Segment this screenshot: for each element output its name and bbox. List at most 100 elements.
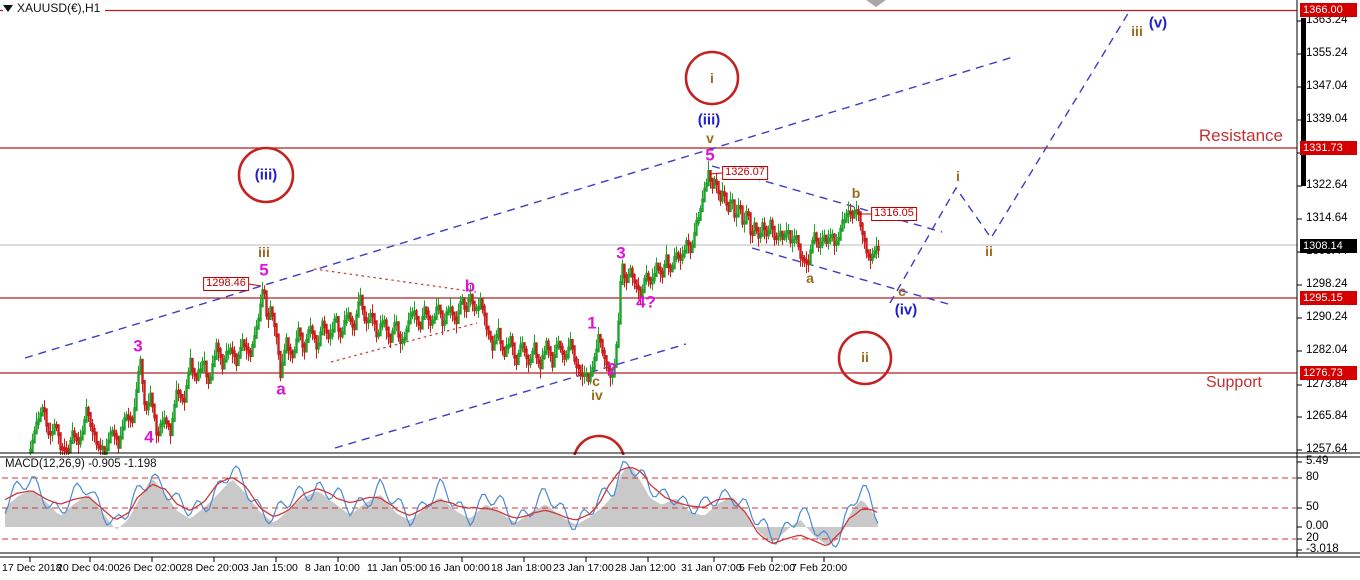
candle-body (177, 389, 180, 395)
candle-body (417, 315, 420, 326)
candle-body (611, 373, 614, 378)
price-tag-pointer (709, 172, 723, 175)
candle-body (603, 349, 606, 360)
macd-indicator-label: MACD(12,26,9) -0.905 -1.198 (5, 458, 157, 470)
time-axis-label: 17 Dec 2018 (2, 562, 62, 574)
candle-body (71, 430, 74, 444)
candle-body (431, 319, 434, 326)
price-axis-label: 1257.64 (1306, 443, 1348, 455)
candle-body (415, 310, 418, 320)
price-axis-label: 1355.24 (1306, 47, 1348, 59)
candle-body (513, 342, 516, 359)
candle-body (333, 318, 336, 333)
candle-body (313, 330, 316, 339)
candle-body (31, 439, 34, 453)
candle-body (679, 254, 682, 261)
candle-body (473, 300, 476, 312)
candle-body (325, 323, 328, 334)
candle-body (233, 350, 236, 358)
candle-body (719, 190, 722, 202)
candle-body (813, 232, 816, 244)
candle-body (807, 260, 810, 266)
candle-body (505, 345, 508, 357)
candle-body (375, 320, 378, 338)
candle-body (661, 270, 664, 278)
candle-body (61, 446, 64, 451)
time-axis-label: 5 Feb 02:00 (739, 562, 796, 574)
candle-body (851, 210, 854, 219)
candle-body (167, 420, 170, 428)
candle-body (529, 358, 532, 366)
time-axis-label: 23 Jan 17:00 (553, 562, 614, 574)
candle-body (257, 317, 260, 330)
candle-body (571, 338, 574, 350)
macd-main-line (4, 460, 879, 548)
candle-body (391, 330, 394, 343)
candle-body (123, 417, 126, 431)
candle-body (479, 298, 482, 310)
candle-body (753, 222, 756, 236)
candle-body (737, 204, 740, 218)
candle-body (861, 222, 864, 235)
candle-body (589, 372, 592, 383)
candle-body (445, 311, 448, 325)
candle-body (389, 333, 392, 343)
chart-title[interactable]: XAUUSD(€),H1 (3, 2, 106, 15)
candle-body (781, 230, 784, 240)
candle-body (239, 346, 242, 359)
candle-body (265, 290, 268, 317)
candle-body (825, 234, 828, 244)
candle-body (407, 320, 410, 333)
candle-body (707, 170, 710, 187)
candle-body (315, 334, 318, 350)
candle-body (379, 323, 382, 337)
candle-body (647, 272, 650, 281)
candle-body (847, 210, 850, 218)
candle-body (291, 350, 294, 359)
candle-body (287, 337, 290, 351)
candle-body (855, 208, 858, 215)
candle-body (797, 235, 800, 248)
candle-body (447, 308, 450, 316)
candle-body (741, 205, 744, 225)
candle-body (91, 422, 94, 432)
candle-body (493, 340, 496, 351)
candle-body (137, 370, 140, 393)
candle-body (141, 358, 144, 384)
candle-body (863, 231, 866, 242)
macd-signal-line (4, 466, 878, 547)
time-axis-label: 31 Jan 07:00 (681, 562, 742, 574)
time-axis-label: 11 Jan 05:00 (367, 562, 427, 574)
candle-body (587, 372, 590, 383)
candle-body (397, 321, 400, 338)
candle-body (515, 354, 518, 366)
candle-body (783, 233, 786, 240)
candle-body (113, 429, 116, 437)
candle-body (359, 294, 362, 306)
candle-body (269, 306, 272, 320)
candle-body (175, 389, 178, 408)
candle-body (607, 361, 610, 372)
wave-label-v: v (706, 130, 714, 146)
candle-body (501, 340, 504, 351)
dotted-guide-line (330, 322, 478, 363)
candle-body (373, 313, 376, 325)
candle-body (713, 179, 716, 189)
candle-body (843, 218, 846, 224)
candle-body (877, 245, 880, 251)
candle-body (219, 348, 222, 358)
candle-body (311, 325, 314, 335)
candle-body (281, 361, 284, 379)
candle-body (89, 411, 92, 427)
candle-body (655, 262, 658, 277)
candle-body (675, 252, 678, 260)
time-axis-label: 8 Jan 10:00 (305, 562, 360, 574)
candle-body (659, 266, 662, 275)
candle-body (45, 408, 48, 427)
candle-body (867, 249, 870, 258)
candle-body (143, 379, 146, 406)
candle-body (621, 263, 624, 285)
candle-body (303, 343, 306, 353)
candle-body (69, 440, 72, 454)
